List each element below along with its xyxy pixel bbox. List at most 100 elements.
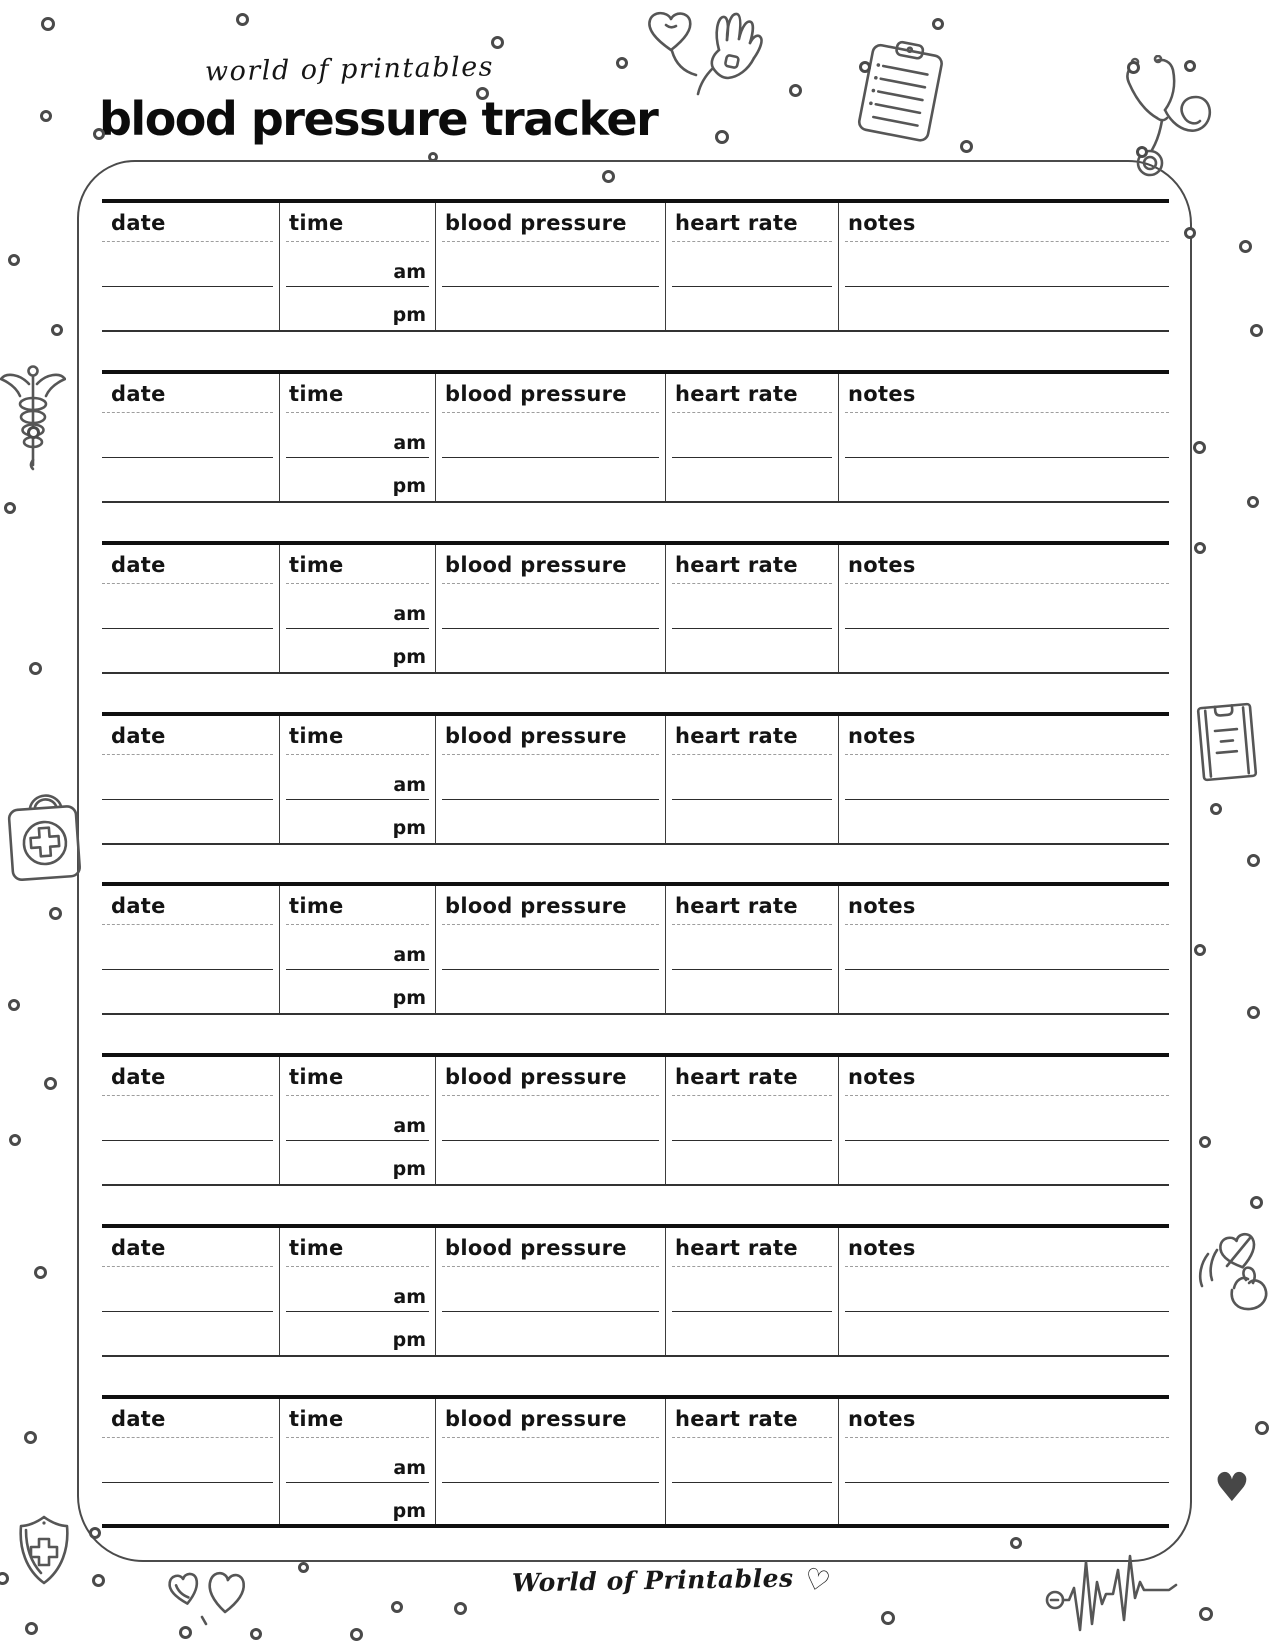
writing-line <box>286 457 429 458</box>
column-header: heart rate <box>675 1407 798 1431</box>
column-header: blood pressure <box>445 724 627 748</box>
dot-doodle <box>788 83 802 97</box>
am-label: am <box>393 603 426 625</box>
dot-doodle <box>428 152 438 162</box>
column-header: date <box>111 211 166 235</box>
dotted-rule <box>286 1266 429 1267</box>
writing-line <box>102 969 273 970</box>
dot-doodle <box>1210 803 1222 815</box>
dot-doodle <box>475 86 489 100</box>
writing-line <box>672 1140 832 1141</box>
stethoscope-icon <box>1112 55 1214 187</box>
writing-line <box>102 1482 273 1483</box>
dotted-rule <box>102 583 273 584</box>
dotted-rule <box>102 754 273 755</box>
writing-line <box>102 628 273 629</box>
column-date: date <box>102 716 280 843</box>
dot-doodle <box>1194 944 1206 956</box>
dot-doodle <box>9 1134 21 1146</box>
dot-doodle <box>48 906 62 920</box>
column-notes: notes <box>839 1057 1169 1184</box>
dot-doodle <box>1255 1421 1269 1435</box>
dotted-rule <box>102 412 273 413</box>
dot-doodle <box>391 1601 403 1613</box>
pm-label: pm <box>392 1500 426 1522</box>
column-date: date <box>102 545 280 672</box>
column-time: time am pm <box>280 1228 436 1355</box>
dot-doodle <box>1194 542 1206 554</box>
column-header: date <box>111 1065 166 1089</box>
hand-holding-heart-icon <box>642 8 772 100</box>
column-blood-pressure: blood pressure <box>436 545 666 672</box>
column-blood-pressure: blood pressure <box>436 1228 666 1355</box>
dotted-rule <box>672 583 832 584</box>
column-header: blood pressure <box>445 553 627 577</box>
column-header: notes <box>848 211 916 235</box>
tracker-sheet: date time am pm blood pressure heart rate note… <box>77 160 1192 1562</box>
caduceus-icon <box>0 362 66 474</box>
column-heart-rate: heart rate <box>666 1057 839 1184</box>
dot-doodle <box>51 324 63 336</box>
dotted-rule <box>102 924 273 925</box>
column-notes: notes <box>839 203 1169 330</box>
column-blood-pressure: blood pressure <box>436 886 666 1013</box>
dotted-rule <box>102 1437 273 1438</box>
am-label: am <box>393 261 426 283</box>
writing-line <box>845 457 1169 458</box>
dot-doodle <box>26 425 40 439</box>
column-header: heart rate <box>675 211 798 235</box>
column-notes: notes <box>839 886 1169 1013</box>
dotted-rule <box>845 1095 1169 1096</box>
dot-doodle <box>91 1573 105 1587</box>
dot-doodle <box>8 254 20 266</box>
column-notes: notes <box>839 1399 1169 1524</box>
column-date: date <box>102 203 280 330</box>
medical-shield-icon <box>17 1514 71 1586</box>
pm-label: pm <box>392 987 426 1009</box>
column-time: time am pm <box>280 545 436 672</box>
tracker-block: date time am pm blood pressure heart rate note… <box>102 882 1169 1015</box>
writing-line <box>845 799 1169 800</box>
am-label: am <box>393 1115 426 1137</box>
dot-doodle <box>1010 1537 1022 1549</box>
column-header: time <box>289 1065 344 1089</box>
dot-doodle <box>959 139 973 153</box>
column-time: time am pm <box>280 1399 436 1524</box>
am-label: am <box>393 1286 426 1308</box>
column-header: date <box>111 382 166 406</box>
column-header: heart rate <box>675 382 798 406</box>
writing-line <box>286 799 429 800</box>
dot-doodle <box>715 130 729 144</box>
writing-line <box>672 628 832 629</box>
column-time: time am pm <box>280 886 436 1013</box>
dot-doodle <box>1199 1136 1211 1148</box>
column-header: time <box>289 211 344 235</box>
column-header: heart rate <box>675 1065 798 1089</box>
column-header: notes <box>848 894 916 918</box>
column-heart-rate: heart rate <box>666 545 839 672</box>
writing-line <box>672 1482 832 1483</box>
dot-doodle <box>859 61 871 73</box>
dotted-rule <box>845 1266 1169 1267</box>
dotted-rule <box>286 1437 429 1438</box>
writing-line <box>845 1140 1169 1141</box>
pm-label: pm <box>392 817 426 839</box>
writing-line <box>845 1311 1169 1312</box>
column-header: notes <box>848 382 916 406</box>
dot-doodle <box>490 35 504 49</box>
writing-line <box>102 1311 273 1312</box>
am-label: am <box>393 1457 426 1479</box>
dot-doodle <box>43 1076 57 1090</box>
dotted-rule <box>845 1437 1169 1438</box>
column-header: notes <box>848 724 916 748</box>
dot-doodle <box>24 1621 38 1635</box>
dotted-rule <box>102 1095 273 1096</box>
writing-line <box>672 286 832 287</box>
column-notes: notes <box>839 716 1169 843</box>
tracker-block: date time am pm blood pressure heart rate note… <box>102 370 1169 503</box>
tracker-block: date time am pm blood pressure heart rate note… <box>102 712 1169 845</box>
dotted-rule <box>845 412 1169 413</box>
dotted-rule <box>442 1437 659 1438</box>
am-label: am <box>393 774 426 796</box>
